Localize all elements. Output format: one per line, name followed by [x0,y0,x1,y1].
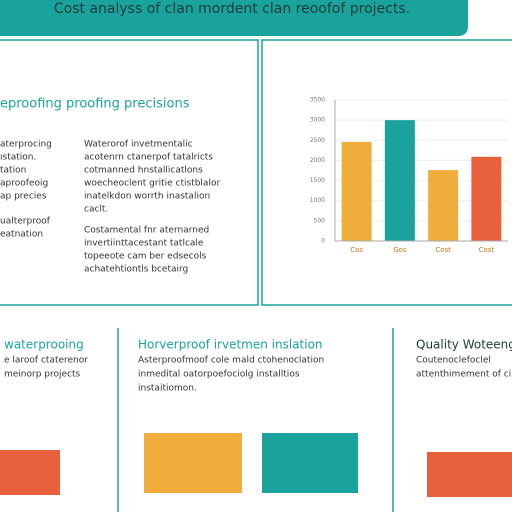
text-line: achatehtiontls bcetairg [84,265,188,275]
text-line: Costamental fnr aternarned [84,226,209,236]
button[interactable] [144,433,242,493]
y-tick-label: 500 [314,217,326,224]
text-line: Coutenoclefoclel [416,356,491,366]
text-line: inmedital oatorpoefociolg installtios [138,370,300,380]
text-line: ap precies [0,192,47,202]
panel-heading: waterprooing [4,338,84,352]
text-line: ualterproof [0,217,51,227]
y-tick-label: 3000 [310,117,325,124]
text-line: meinorp projects [4,370,81,380]
y-tick-label: 3500 [310,97,325,104]
text-line: instaitiomon. [138,384,197,394]
text-line: attenthimement of ci [416,370,511,380]
y-tick-label: 2000 [310,157,325,164]
y-tick-label: 1000 [310,197,325,204]
content: aterprocing ıstation. tation aproofeoig ap p… [0,97,512,394]
text-line: aterprocing [0,140,52,150]
bar [341,141,372,241]
y-tick-label: 1500 [310,177,325,184]
panel-heading: eproofing proofing precisions [0,97,190,112]
y-tick-label: 0 [321,238,325,245]
panel [0,39,259,306]
text-line: ıstation. [0,153,36,163]
text-line: woecheoclent gritie ctistblalor [84,179,220,189]
bar [471,156,502,241]
text-line: topeeote cam ber edsecols [84,252,207,262]
text-line: cotmanned hnstallicatlons [84,166,203,176]
text-line: eatnation [0,230,43,240]
panel-heading: Quality Woteeng [416,338,512,352]
x-tick-label: Cost [479,246,495,254]
banner-title: Cost analyss of clan mordent clan reoofo… [54,1,410,17]
x-tick-label: Cost [435,246,451,254]
button[interactable] [427,452,512,497]
text-line: tation [0,166,26,176]
bar [428,170,459,241]
panel-heading: Horverproof irvetmen inslation [138,338,323,352]
button[interactable] [262,433,358,493]
text-line: caclt. [84,205,108,215]
text-line: acotenrn ctanerpof tatalricts [84,153,213,163]
text-line: inatelkdon worrth inastalion [84,192,210,202]
banner [0,0,468,36]
y-tick-label: 2500 [310,137,325,144]
text-line: Waterorof invetmentalic [84,140,193,150]
text-line: aproofeoig [0,179,48,189]
x-tick-label: Gos [393,246,407,254]
button[interactable] [0,450,60,495]
bar [384,120,415,241]
text-line: e laroof ctaterenor [4,356,88,366]
text-line: Asterproofmoof cole mald ctohenoclation [138,356,324,366]
x-tick-label: Cos [350,246,363,254]
text-line: invertiinttacestant tatlcale [84,239,204,249]
